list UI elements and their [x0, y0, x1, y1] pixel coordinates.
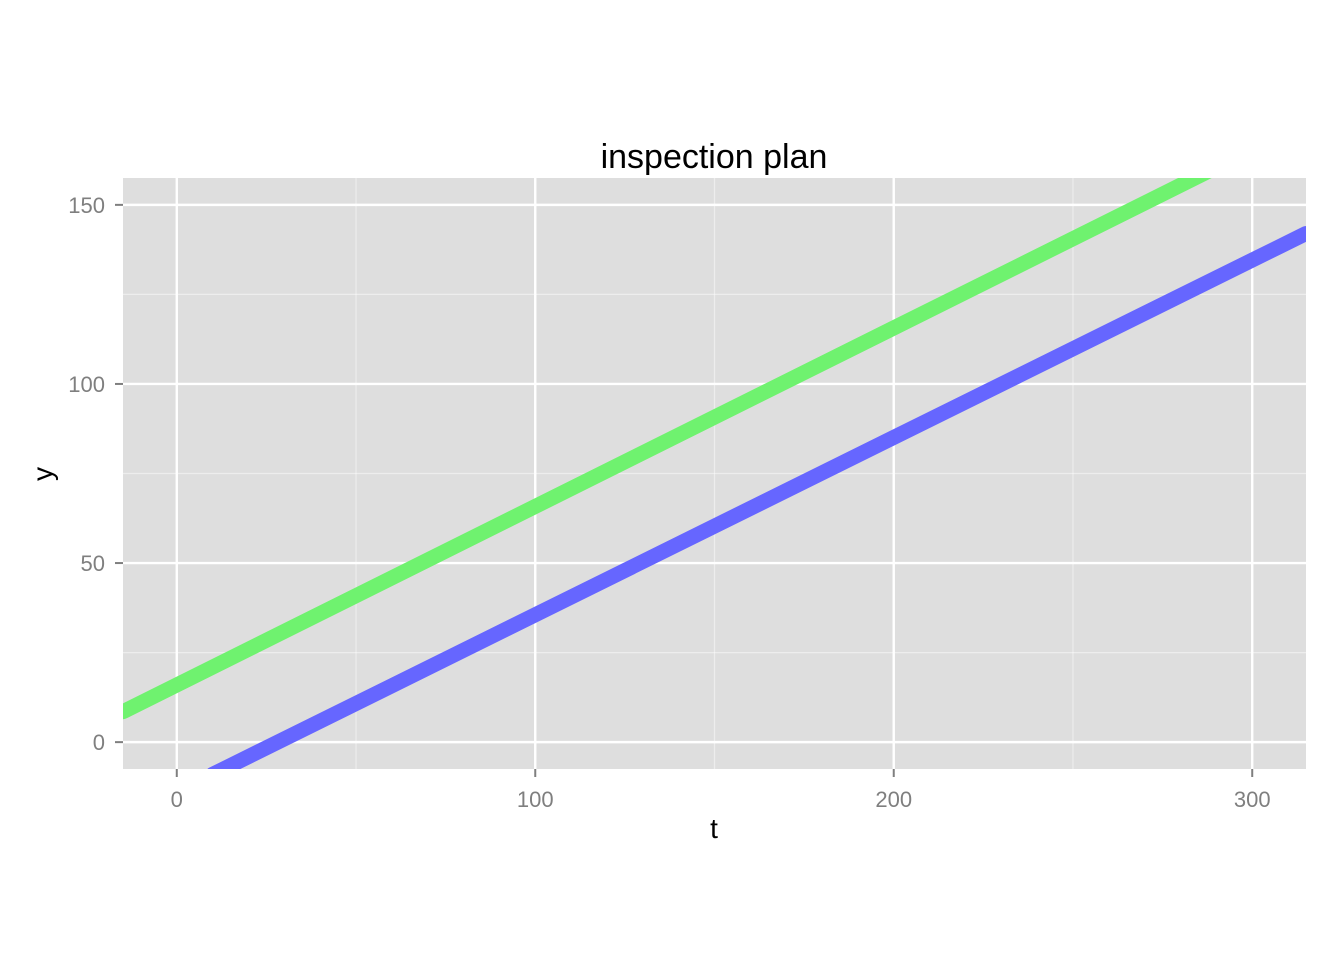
x-tick-label: 100	[517, 787, 554, 812]
series-line-1	[123, 178, 1212, 720]
series-layer	[123, 178, 1306, 769]
minor-grid	[123, 178, 1306, 769]
chart-title: inspection plan	[601, 138, 828, 176]
y-tick-label: 150	[68, 193, 105, 218]
plot-panel	[123, 178, 1306, 769]
x-tick-label: 200	[875, 787, 912, 812]
major-grid	[123, 178, 1306, 769]
x-axis: 0 100 200 300	[171, 769, 1271, 812]
y-tick-label: 100	[68, 372, 105, 397]
x-tick-label: 300	[1234, 787, 1271, 812]
x-axis-title: t	[710, 813, 718, 844]
y-tick-label: 0	[93, 730, 105, 755]
y-axis: 0 50 100 150	[68, 193, 123, 755]
y-axis-title: y	[27, 467, 58, 481]
y-tick-label: 50	[81, 551, 105, 576]
series-line-2	[207, 226, 1306, 769]
x-tick-label: 0	[171, 787, 183, 812]
